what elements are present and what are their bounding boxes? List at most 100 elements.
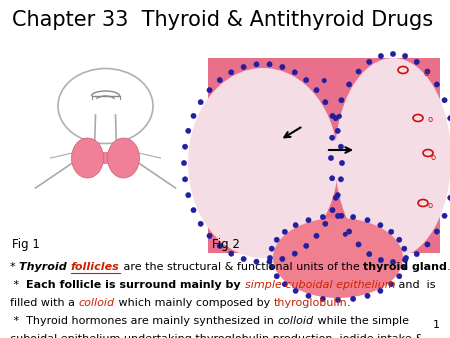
Ellipse shape <box>267 62 272 67</box>
Ellipse shape <box>335 193 340 198</box>
Ellipse shape <box>425 69 430 74</box>
Ellipse shape <box>328 155 333 161</box>
Ellipse shape <box>293 222 298 228</box>
Ellipse shape <box>314 88 319 93</box>
Ellipse shape <box>351 214 356 220</box>
Ellipse shape <box>333 195 338 200</box>
Text: Each follicle is surround mainly by: Each follicle is surround mainly by <box>26 280 245 290</box>
Ellipse shape <box>346 82 352 87</box>
Text: are the structural & functional units of the: are the structural & functional units of… <box>120 262 363 272</box>
Ellipse shape <box>391 51 396 57</box>
Ellipse shape <box>282 282 288 287</box>
Text: Fig 1: Fig 1 <box>12 238 40 251</box>
Ellipse shape <box>402 246 407 251</box>
Ellipse shape <box>402 265 407 270</box>
Ellipse shape <box>306 218 311 223</box>
Ellipse shape <box>191 208 196 213</box>
Ellipse shape <box>273 218 403 298</box>
Ellipse shape <box>339 213 344 218</box>
Ellipse shape <box>378 53 383 58</box>
Ellipse shape <box>396 237 402 242</box>
Ellipse shape <box>414 59 419 65</box>
Text: 1: 1 <box>433 320 440 330</box>
Ellipse shape <box>269 246 274 251</box>
Ellipse shape <box>186 128 191 134</box>
Ellipse shape <box>198 100 203 105</box>
Ellipse shape <box>254 259 259 264</box>
Ellipse shape <box>280 65 285 70</box>
Text: *  Thyroid hormones are mainly synthesized in: * Thyroid hormones are mainly synthesize… <box>10 316 277 326</box>
Text: Thyroid: Thyroid <box>19 262 71 272</box>
Text: thyroglobulin: thyroglobulin <box>274 298 347 308</box>
Text: Chapter 33  Thyroid & Antithyroid Drugs: Chapter 33 Thyroid & Antithyroid Drugs <box>12 10 433 30</box>
Ellipse shape <box>269 265 274 270</box>
Ellipse shape <box>207 88 212 93</box>
Ellipse shape <box>191 113 196 119</box>
Ellipse shape <box>356 242 361 247</box>
Ellipse shape <box>292 70 297 75</box>
Ellipse shape <box>267 259 272 264</box>
Text: *: * <box>10 280 26 290</box>
Ellipse shape <box>181 160 187 166</box>
Ellipse shape <box>396 273 402 279</box>
Bar <box>208 58 440 253</box>
Text: .: . <box>446 262 450 272</box>
Ellipse shape <box>335 213 341 219</box>
Text: Fig 2: Fig 2 <box>212 238 240 251</box>
Ellipse shape <box>72 138 104 178</box>
Ellipse shape <box>254 62 259 67</box>
Text: thyroid gland: thyroid gland <box>363 262 446 272</box>
Ellipse shape <box>323 100 328 105</box>
Text: o: o <box>423 69 428 77</box>
Ellipse shape <box>351 296 356 301</box>
Ellipse shape <box>367 59 372 65</box>
Ellipse shape <box>217 77 222 83</box>
Ellipse shape <box>320 214 325 220</box>
Ellipse shape <box>330 208 335 213</box>
Ellipse shape <box>274 237 279 242</box>
Text: which mainly composed by: which mainly composed by <box>115 298 274 308</box>
Text: colloid: colloid <box>78 298 115 308</box>
Ellipse shape <box>378 257 383 263</box>
Ellipse shape <box>388 229 394 235</box>
Ellipse shape <box>241 256 246 262</box>
Bar <box>95 152 116 164</box>
Ellipse shape <box>335 297 341 303</box>
Ellipse shape <box>186 193 191 198</box>
Ellipse shape <box>229 70 234 75</box>
Ellipse shape <box>391 259 396 265</box>
Ellipse shape <box>267 256 273 261</box>
Ellipse shape <box>241 65 246 70</box>
Ellipse shape <box>425 242 430 247</box>
Ellipse shape <box>229 251 234 256</box>
Ellipse shape <box>333 116 338 121</box>
Bar <box>8 58 203 253</box>
Ellipse shape <box>337 114 342 119</box>
Ellipse shape <box>365 293 370 298</box>
Ellipse shape <box>304 243 309 248</box>
Ellipse shape <box>323 221 328 226</box>
Ellipse shape <box>448 116 450 121</box>
Text: simple cuboidal epithelium: simple cuboidal epithelium <box>245 280 395 290</box>
Ellipse shape <box>434 82 440 87</box>
Ellipse shape <box>329 135 335 140</box>
Ellipse shape <box>108 138 140 178</box>
Ellipse shape <box>314 233 319 239</box>
Ellipse shape <box>343 232 348 237</box>
Ellipse shape <box>330 113 335 119</box>
Ellipse shape <box>402 257 408 263</box>
Text: o: o <box>431 153 436 163</box>
Text: *: * <box>10 262 19 272</box>
Ellipse shape <box>339 98 344 103</box>
Text: while the simple: while the simple <box>314 316 409 326</box>
Ellipse shape <box>356 69 361 74</box>
Ellipse shape <box>442 98 447 103</box>
Ellipse shape <box>434 229 440 234</box>
Ellipse shape <box>402 53 408 58</box>
Ellipse shape <box>403 256 409 261</box>
Text: .: . <box>347 298 351 308</box>
Ellipse shape <box>207 233 212 239</box>
Ellipse shape <box>182 177 188 182</box>
Text: filled with a: filled with a <box>10 298 78 308</box>
Text: o: o <box>428 201 432 211</box>
